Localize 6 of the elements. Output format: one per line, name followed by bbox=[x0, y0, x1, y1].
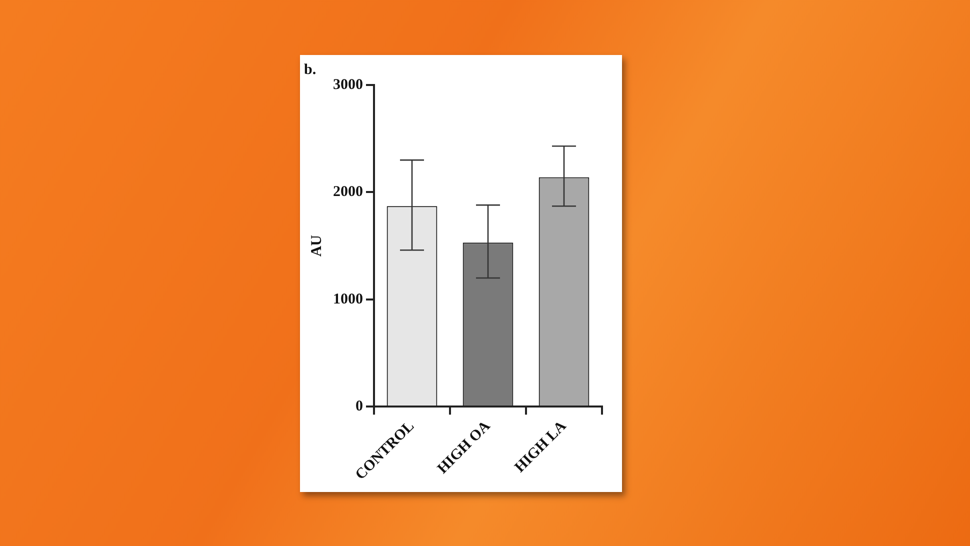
chart-title: b. bbox=[304, 62, 316, 78]
y-tick-label: 3000 bbox=[333, 76, 363, 93]
y-tick-label: 0 bbox=[356, 398, 363, 415]
y-tick-label: 2000 bbox=[333, 184, 363, 200]
y-tick-label: 1000 bbox=[333, 291, 363, 308]
y-axis-title: AU bbox=[308, 234, 325, 257]
